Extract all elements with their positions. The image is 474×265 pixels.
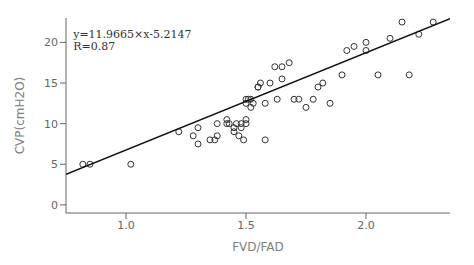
svg-text:10: 10 bbox=[44, 118, 58, 131]
svg-text:1.0: 1.0 bbox=[117, 219, 135, 232]
svg-text:2.0: 2.0 bbox=[357, 219, 375, 232]
svg-text:FVD/FAD: FVD/FAD bbox=[232, 240, 284, 254]
svg-text:y=11.9665×x-5.2147: y=11.9665×x-5.2147 bbox=[72, 28, 191, 41]
svg-text:CVP(cmH2O): CVP(cmH2O) bbox=[13, 77, 27, 155]
svg-text:5: 5 bbox=[51, 158, 58, 171]
svg-text:1.5: 1.5 bbox=[237, 219, 255, 232]
svg-text:15: 15 bbox=[44, 77, 58, 90]
svg-text:R=0.87: R=0.87 bbox=[73, 40, 115, 53]
svg-text:0: 0 bbox=[51, 199, 58, 212]
svg-text:20: 20 bbox=[44, 36, 58, 49]
